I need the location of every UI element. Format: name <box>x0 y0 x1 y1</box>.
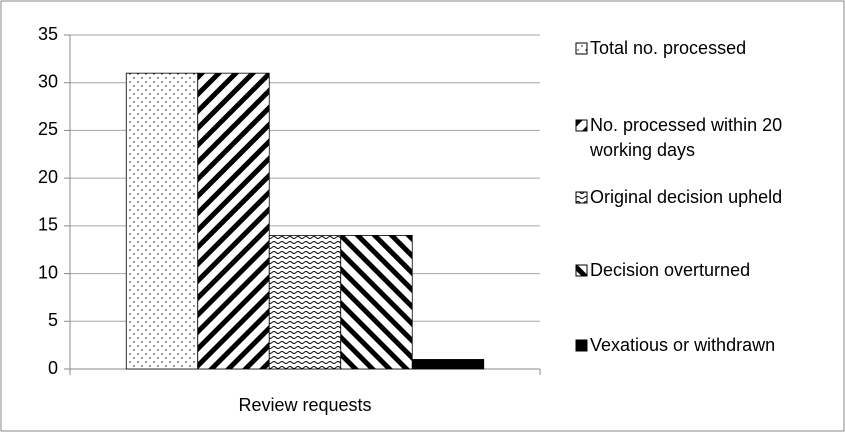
legend-label: Total no. processed <box>590 38 747 58</box>
legend-label: Original decision upheld <box>590 187 783 207</box>
legend-swatch <box>575 264 588 277</box>
legend-swatch <box>575 191 588 204</box>
bar <box>268 234 342 370</box>
y-tick-label: 15 <box>38 215 58 235</box>
legend-label: Vexatious or withdrawn <box>590 335 776 355</box>
bar <box>125 72 199 370</box>
y-tick-label: 20 <box>38 167 58 187</box>
legend-label: Decision overturned <box>590 260 751 280</box>
y-tick-label: 35 <box>38 24 58 44</box>
y-tick-label: 0 <box>48 358 58 378</box>
legend-label: No. processed within 20 working days <box>590 115 783 160</box>
legend-swatch <box>575 42 588 55</box>
x-tick-label: Review requests <box>238 395 371 415</box>
legend-swatch <box>575 119 588 132</box>
legend-swatch <box>575 339 588 352</box>
bar <box>411 359 485 370</box>
y-tick-label: 10 <box>38 262 58 282</box>
y-tick-label: 30 <box>38 71 58 91</box>
y-tick-label: 25 <box>38 119 58 139</box>
bar <box>340 234 413 370</box>
y-tick-label: 5 <box>48 310 58 330</box>
bar <box>197 72 270 370</box>
